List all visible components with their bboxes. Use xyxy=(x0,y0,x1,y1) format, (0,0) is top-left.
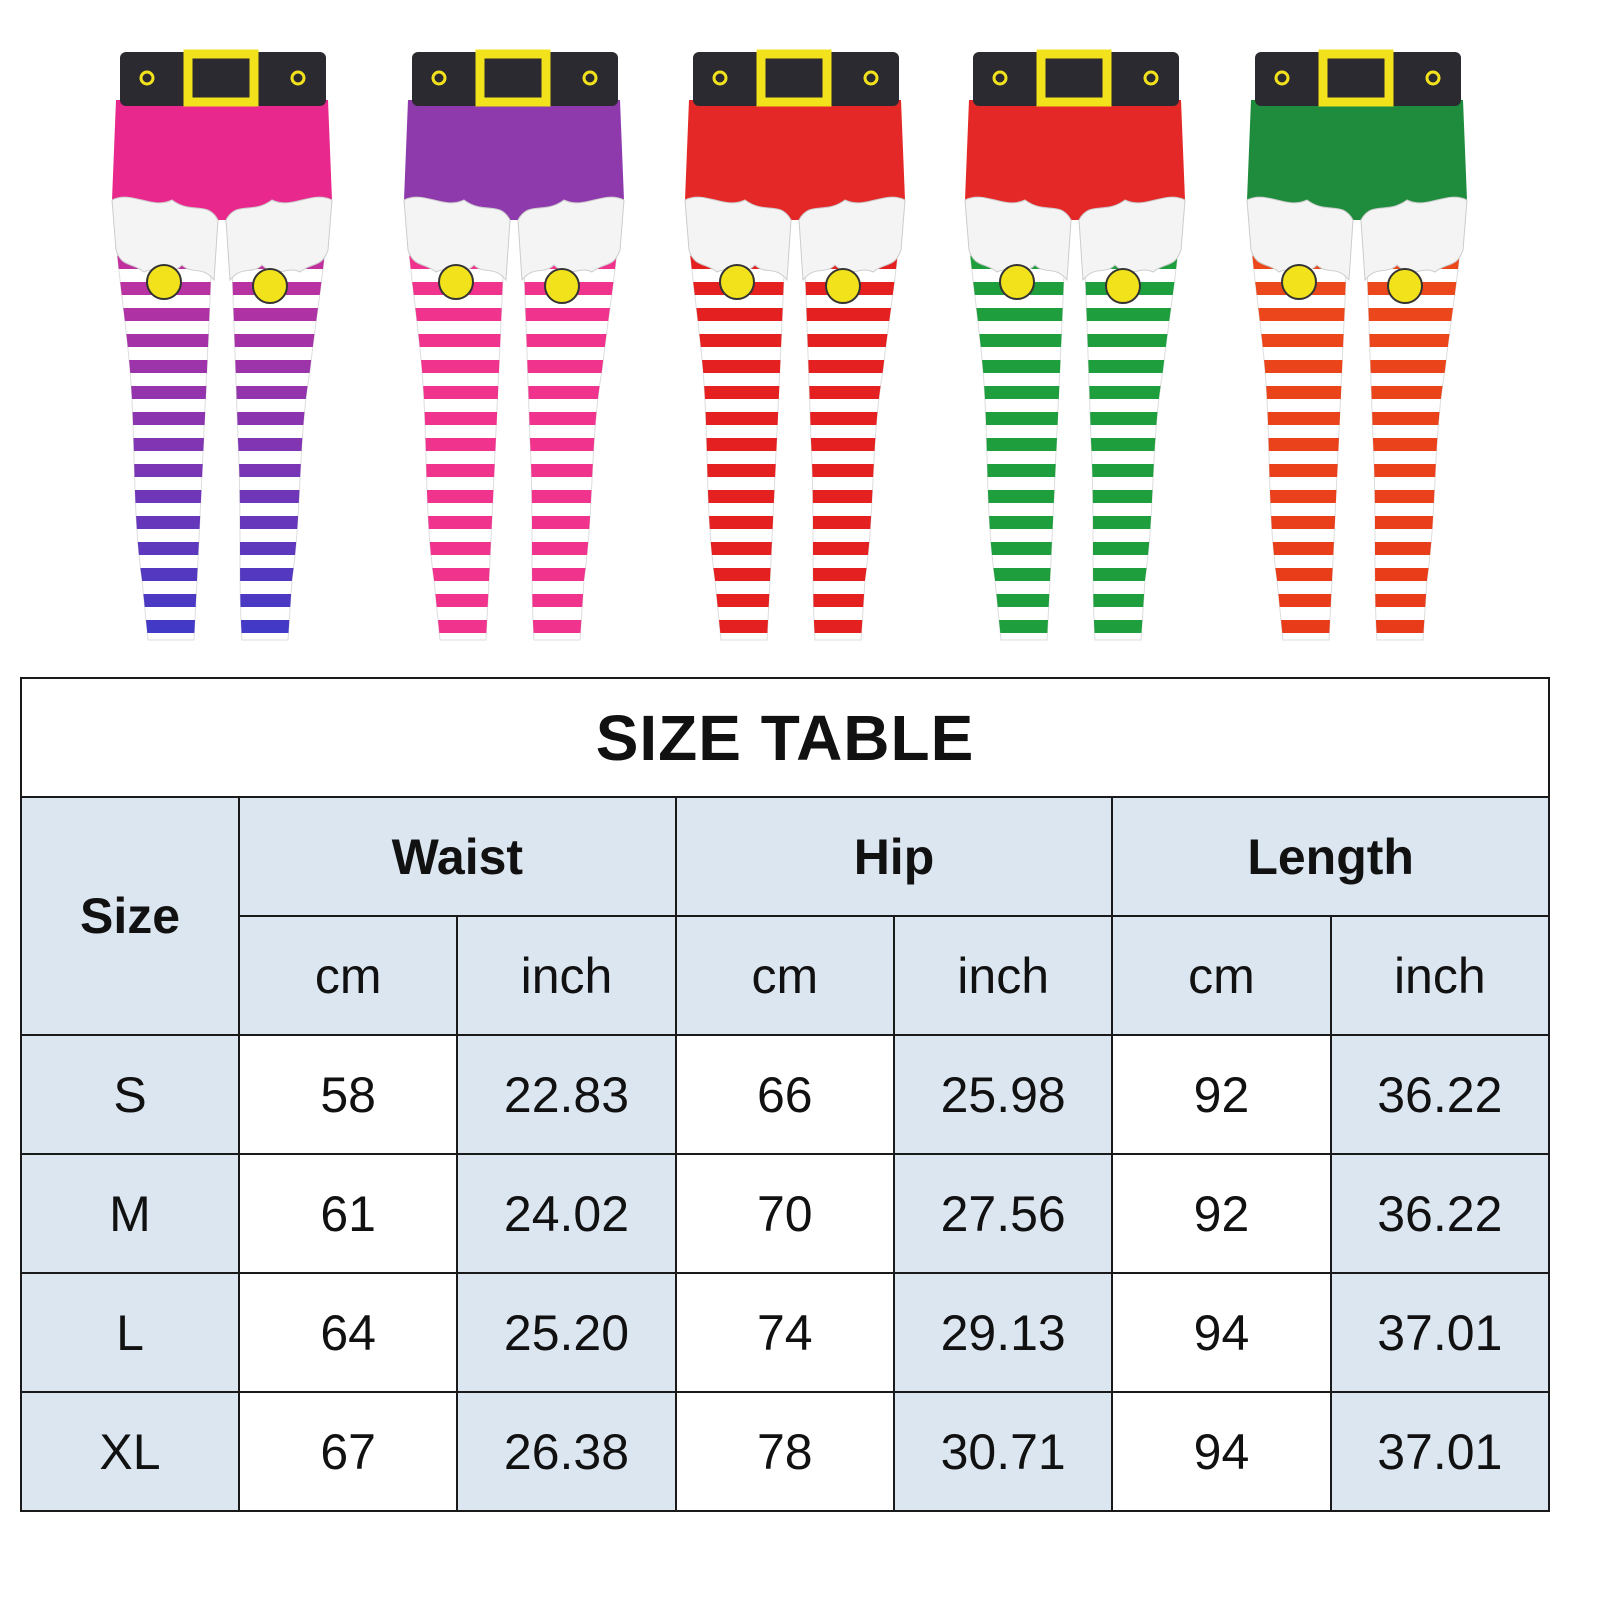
bell-icon xyxy=(146,264,182,300)
belt-buckle-icon xyxy=(475,49,551,107)
size-cell: XL xyxy=(20,1391,240,1512)
value-cell: 67 xyxy=(237,1391,459,1512)
value-cell: 36.22 xyxy=(1329,1034,1551,1155)
table-row: XL 67 26.38 78 30.71 94 37.01 xyxy=(20,1391,1551,1512)
value-cell: 27.56 xyxy=(892,1153,1114,1274)
value-cell: 36.22 xyxy=(1329,1153,1551,1274)
legging-pink-purple-blue xyxy=(111,49,333,641)
unit-header: inch xyxy=(892,915,1114,1036)
length-header: Length xyxy=(1111,796,1550,917)
belt xyxy=(973,52,1179,106)
value-cell: 37.01 xyxy=(1329,1272,1551,1393)
bell-icon xyxy=(999,264,1035,300)
value-cell: 22.83 xyxy=(456,1034,677,1155)
table-title: SIZE TABLE xyxy=(20,677,1550,798)
bell-icon xyxy=(1281,264,1317,300)
legging-green-orange xyxy=(1246,49,1468,641)
unit-header: inch xyxy=(456,915,677,1036)
bell-icon xyxy=(1105,268,1141,304)
group-header-row: Size Waist Hip Length xyxy=(20,796,1550,1036)
value-cell: 78 xyxy=(674,1391,895,1512)
bell-icon xyxy=(544,268,580,304)
value-cell: 29.13 xyxy=(892,1272,1114,1393)
value-cell: 64 xyxy=(237,1272,459,1393)
value-cell: 92 xyxy=(1111,1153,1332,1274)
legging-purple-pink xyxy=(403,49,625,641)
size-header: Size xyxy=(20,796,240,1036)
title-row: SIZE TABLE xyxy=(20,677,1550,798)
unit-header: cm xyxy=(674,915,895,1036)
belt xyxy=(412,52,618,106)
value-cell: 74 xyxy=(674,1272,895,1393)
size-cell: S xyxy=(20,1034,240,1155)
belt-buckle-icon xyxy=(756,49,832,107)
table-row: L 64 25.20 74 29.13 94 37.01 xyxy=(20,1272,1551,1393)
size-cell: M xyxy=(20,1153,240,1274)
table-row: M 61 24.02 70 27.56 92 36.22 xyxy=(20,1153,1551,1274)
belt-buckle-icon xyxy=(1036,49,1112,107)
value-cell: 24.02 xyxy=(456,1153,677,1274)
legging-red-red xyxy=(684,49,906,641)
value-cell: 25.20 xyxy=(456,1272,677,1393)
value-cell: 37.01 xyxy=(1329,1391,1551,1512)
bell-icon xyxy=(1387,268,1423,304)
value-cell: 94 xyxy=(1111,1391,1332,1512)
belt xyxy=(120,52,326,106)
bell-icon xyxy=(719,264,755,300)
unit-header: cm xyxy=(237,915,459,1036)
unit-header: cm xyxy=(1111,915,1332,1036)
legging-red-green xyxy=(964,49,1186,641)
hip-header: Hip xyxy=(674,796,1114,917)
value-cell: 58 xyxy=(237,1034,459,1155)
unit-header-row: cm inch cm inch cm inch xyxy=(21,915,1551,1036)
belt xyxy=(1255,52,1461,106)
waist-header: Waist xyxy=(238,796,677,917)
value-cell: 94 xyxy=(1111,1272,1332,1393)
bell-icon xyxy=(438,264,474,300)
value-cell: 30.71 xyxy=(892,1391,1114,1512)
value-cell: 66 xyxy=(674,1034,895,1155)
size-cell: L xyxy=(20,1272,240,1393)
table-row: S 58 22.83 66 25.98 92 36.22 xyxy=(20,1034,1551,1155)
size-table: SIZE TABLE Size Waist Hip Length cm inch… xyxy=(20,677,1551,1512)
belt xyxy=(693,52,899,106)
bell-icon xyxy=(825,268,861,304)
product-images xyxy=(0,40,1600,660)
belt-buckle-icon xyxy=(1318,49,1394,107)
value-cell: 92 xyxy=(1111,1034,1332,1155)
bell-icon xyxy=(252,268,288,304)
value-cell: 25.98 xyxy=(892,1034,1114,1155)
belt-buckle-icon xyxy=(183,49,259,107)
value-cell: 61 xyxy=(237,1153,459,1274)
value-cell: 26.38 xyxy=(456,1391,677,1512)
value-cell: 70 xyxy=(674,1153,895,1274)
unit-header: inch xyxy=(1329,915,1551,1036)
